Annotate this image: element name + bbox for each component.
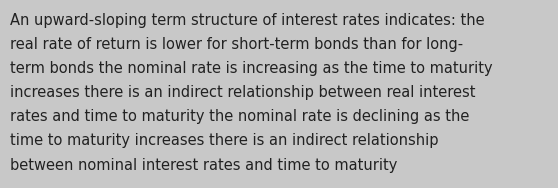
Text: rates and time to maturity the nominal rate is declining as the: rates and time to maturity the nominal r… — [10, 109, 469, 124]
Text: real rate of return is lower for short-term bonds than for long-: real rate of return is lower for short-t… — [10, 37, 463, 52]
Text: An upward-sloping term structure of interest rates indicates: the: An upward-sloping term structure of inte… — [10, 13, 485, 28]
Text: between nominal interest rates and time to maturity: between nominal interest rates and time … — [10, 158, 397, 173]
Text: increases there is an indirect relationship between real interest: increases there is an indirect relations… — [10, 85, 475, 100]
Text: term bonds the nominal rate is increasing as the time to maturity: term bonds the nominal rate is increasin… — [10, 61, 493, 76]
Text: time to maturity increases there is an indirect relationship: time to maturity increases there is an i… — [10, 133, 439, 149]
